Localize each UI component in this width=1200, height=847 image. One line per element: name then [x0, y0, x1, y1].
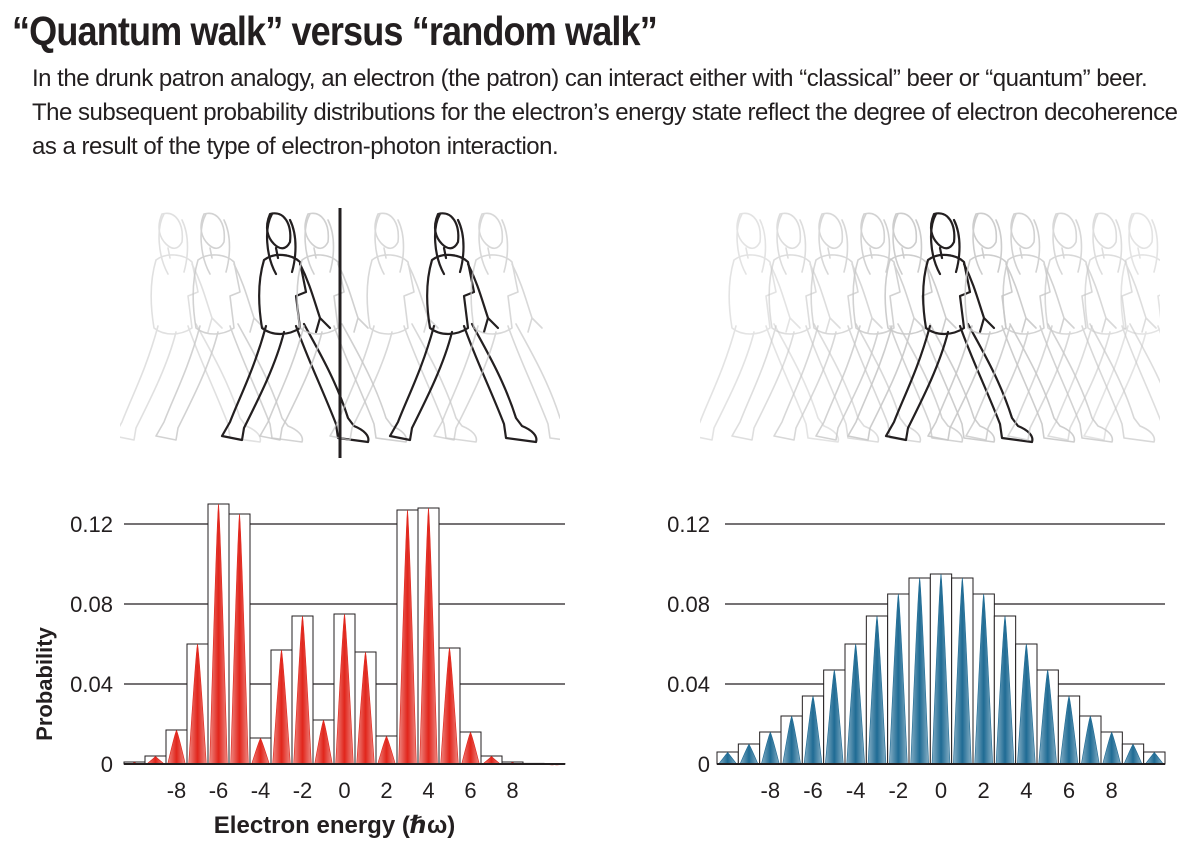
page-title: “Quantum walk” versus “random walk” — [12, 8, 658, 54]
y-tick-label: 0.04 — [667, 672, 710, 697]
x-tick-label: 8 — [1106, 778, 1118, 803]
bar — [144, 755, 167, 765]
y-tick-label: 0.12 — [667, 512, 710, 537]
bar — [375, 735, 398, 765]
walking-woman-icon — [815, 212, 964, 443]
bar — [228, 513, 251, 765]
walking-woman-icon — [927, 212, 1076, 443]
x-tick-label: 8 — [506, 778, 518, 803]
bar — [887, 593, 910, 765]
bar — [312, 719, 335, 765]
walking-woman-icon — [388, 212, 538, 444]
walking-woman-icon — [965, 212, 1114, 443]
bar — [165, 729, 188, 765]
bar — [823, 669, 846, 765]
bar — [780, 715, 803, 765]
y-tick-label: 0 — [698, 752, 710, 777]
quantum-walk-chart: 0 0.04 0.08 0.12 -8 -6 -4 -2 0 2 4 6 8 Electron energ… — [32, 503, 566, 839]
quantum-walk-illustration — [120, 208, 560, 458]
walking-woman-icon — [155, 212, 304, 443]
x-tick-label: -6 — [209, 778, 229, 803]
x-tick-label: 0 — [338, 778, 350, 803]
x-tick-label: -8 — [167, 778, 187, 803]
bar — [716, 751, 739, 765]
bar — [1057, 695, 1081, 765]
bar — [801, 695, 825, 765]
y-tick-label: 0 — [101, 752, 113, 777]
x-tick-label: 2 — [380, 778, 392, 803]
bar — [438, 647, 461, 765]
x-tick-label: -4 — [251, 778, 271, 803]
walking-woman-icon — [220, 212, 370, 444]
bar — [1015, 643, 1038, 765]
x-tick-label: 6 — [1063, 778, 1075, 803]
x-tick-label: 4 — [1020, 778, 1032, 803]
bar — [1036, 669, 1059, 765]
x-tick-label: -2 — [889, 778, 909, 803]
x-axis-label: Electron energy (ℏω) — [214, 812, 455, 839]
bar — [972, 593, 995, 765]
bar — [396, 509, 419, 765]
y-tick-label: 0.08 — [70, 592, 113, 617]
bar — [333, 613, 356, 765]
bar — [844, 643, 867, 765]
bar — [929, 573, 953, 765]
bar — [993, 615, 1017, 765]
x-tick-label: -4 — [846, 778, 866, 803]
bar — [737, 743, 761, 765]
walking-woman-icon — [1083, 212, 1160, 441]
x-tick-label: -2 — [293, 778, 313, 803]
bar — [186, 643, 209, 765]
bar — [1143, 751, 1166, 765]
bar — [480, 755, 503, 765]
page-subtitle: In the drunk patron analogy, an electron… — [32, 65, 1178, 160]
random-walk-illustration — [700, 212, 1160, 444]
bar — [459, 731, 482, 765]
x-tick-label: 4 — [422, 778, 434, 803]
bar — [951, 577, 974, 765]
y-axis-label: Probability — [32, 626, 57, 740]
bar — [1079, 715, 1102, 765]
bar — [908, 577, 931, 765]
y-tick-label: 0.04 — [70, 672, 113, 697]
bar — [207, 503, 230, 765]
bar — [270, 649, 293, 765]
walking-woman-icon — [1047, 212, 1160, 441]
bar — [865, 615, 889, 765]
y-tick-label: 0.08 — [667, 592, 710, 617]
bar — [291, 615, 314, 765]
x-tick-label: 2 — [978, 778, 990, 803]
x-tick-label: -8 — [761, 778, 781, 803]
walking-woman-icon — [1007, 212, 1156, 443]
random-walk-chart: 0 0.04 0.08 0.12 -8 -6 -4 -2 0 2 4 6 8 — [667, 512, 1166, 803]
x-tick-label: -6 — [803, 778, 823, 803]
x-tick-label: 6 — [464, 778, 476, 803]
bar — [1100, 731, 1123, 765]
walking-woman-icon — [433, 212, 560, 441]
y-tick-label: 0.12 — [70, 512, 113, 537]
bar — [354, 651, 377, 765]
bar — [417, 507, 440, 765]
walking-woman-icon — [847, 212, 996, 443]
bar — [759, 731, 782, 765]
bar — [249, 737, 272, 765]
bar — [1121, 743, 1145, 765]
walking-woman-icon — [884, 212, 1034, 444]
x-tick-label: 0 — [935, 778, 947, 803]
